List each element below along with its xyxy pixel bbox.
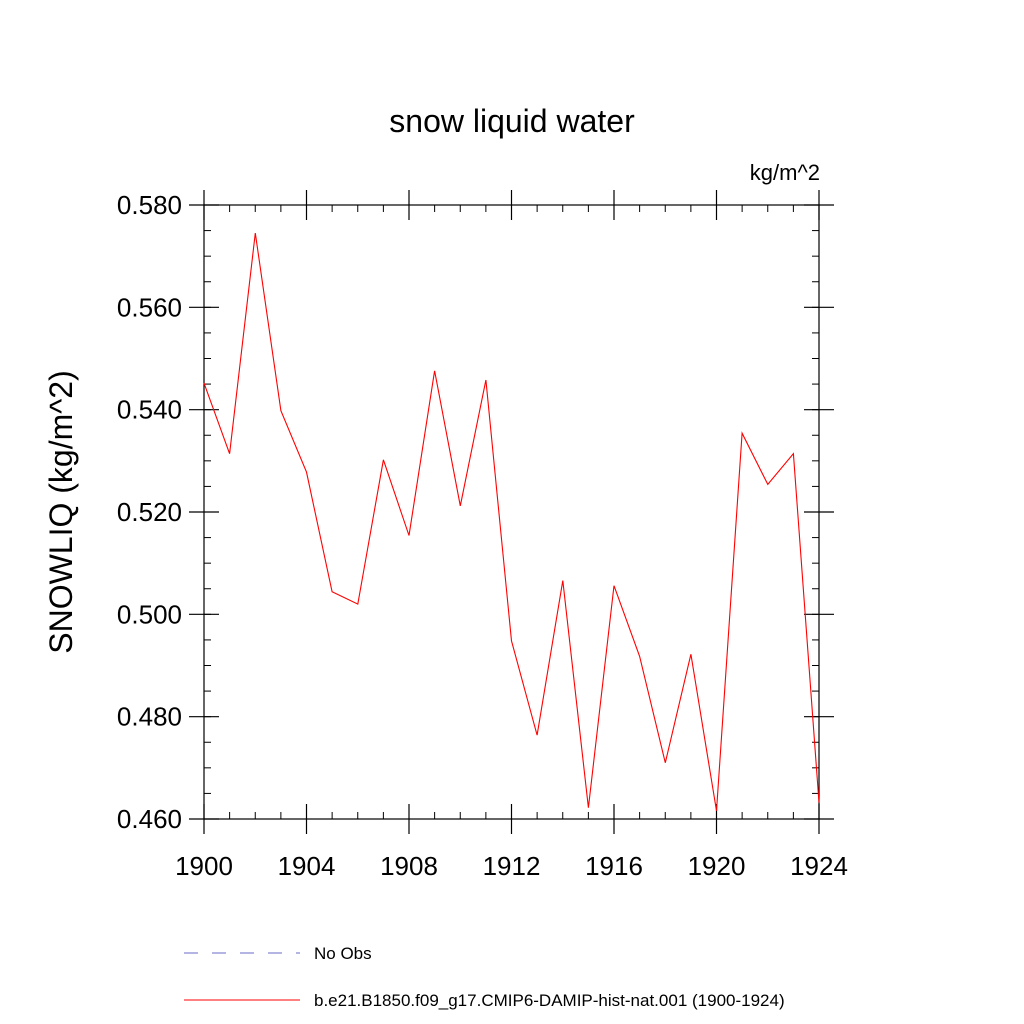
x-tick-label: 1920	[688, 851, 746, 881]
axis-ticks	[189, 190, 834, 834]
plot-frame	[203, 204, 820, 820]
axis-tick-labels: 1900 1904 1908 1912 1916 1920 1924 0.460 0.480 0.…	[117, 190, 848, 881]
x-tick-label: 1912	[483, 851, 541, 881]
x-tick-label: 1904	[278, 851, 336, 881]
y-tick-label: 0.580	[117, 190, 182, 220]
y-tick-label: 0.520	[117, 497, 182, 527]
series-line	[203, 233, 820, 811]
series-lines	[203, 233, 820, 811]
x-tick-label: 1908	[380, 851, 438, 881]
y-tick-label: 0.560	[117, 292, 182, 322]
legend: No Obs b.e21.B1850.f09_g17.CMIP6-DAMIP-hi…	[184, 944, 785, 1010]
y-tick-label: 0.480	[117, 702, 182, 732]
x-tick-label: 1900	[175, 851, 233, 881]
chart-title: snow liquid water	[389, 103, 635, 139]
y-tick-label: 0.500	[117, 599, 182, 629]
legend-label: b.e21.B1850.f09_g17.CMIP6-DAMIP-hist-nat…	[314, 991, 785, 1010]
units-label: kg/m^2	[750, 160, 820, 185]
y-tick-label: 0.540	[117, 395, 182, 425]
legend-label: No Obs	[314, 944, 372, 963]
x-tick-label: 1924	[790, 851, 848, 881]
x-tick-label: 1916	[585, 851, 643, 881]
y-axis-title: SNOWLIQ (kg/m^2)	[43, 370, 79, 653]
y-tick-label: 0.460	[117, 804, 182, 834]
